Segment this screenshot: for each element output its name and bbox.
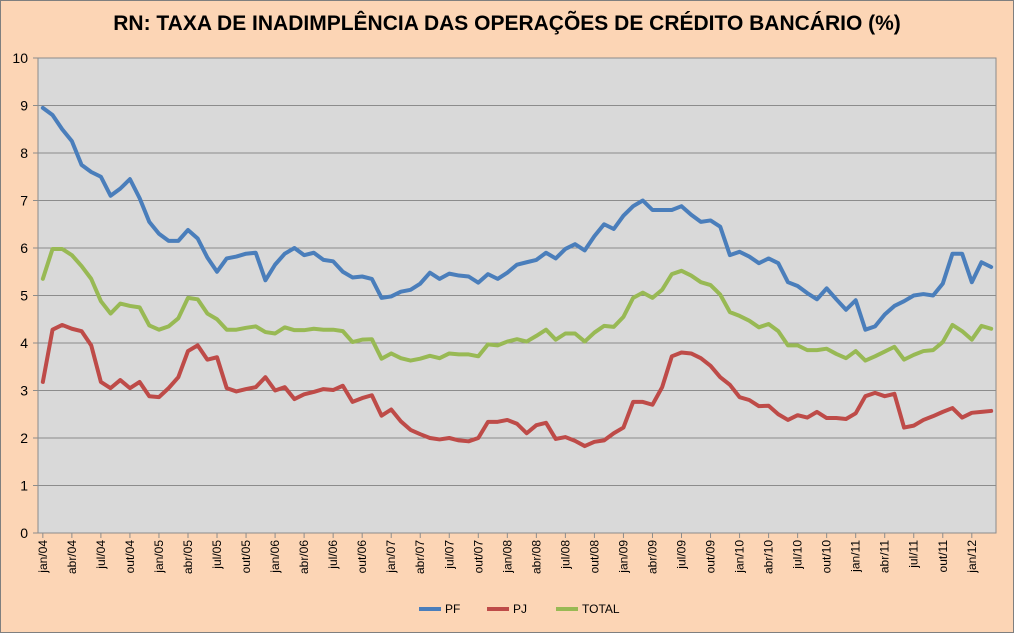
gridlines [33, 57, 996, 534]
legend: PF PJ TOTAL [419, 602, 620, 616]
y-tick-label: 8 [20, 145, 28, 161]
x-tick-label: abr/08 [529, 540, 543, 574]
x-tick-label: jan/06 [268, 540, 282, 574]
y-tick-label: 6 [20, 240, 28, 256]
x-tick-label: jul/06 [326, 540, 340, 570]
x-tick-label: jan/04 [36, 540, 50, 574]
series-line-pf [40, 105, 994, 332]
series-lines [40, 105, 994, 449]
y-tick-label: 1 [20, 478, 28, 494]
x-axis-ticks: jan/04 abr/04 jul/04 out/04 jan/05 abr/05 jul/… [36, 533, 979, 574]
x-tick-label: abr/11 [878, 540, 892, 573]
x-tick-label: out/09 [704, 540, 718, 574]
x-tick-label: jan/07 [384, 540, 398, 574]
x-tick-label: jul/10 [791, 540, 805, 570]
y-tick-label: 0 [20, 525, 28, 541]
x-tick-label: jul/08 [558, 540, 572, 570]
x-tick-label: jan/11 [849, 540, 863, 573]
chart-title: RN: TAXA DE INADIMPLÊNCIA DAS OPERAÇÕES … [113, 12, 901, 35]
x-tick-label: out/05 [239, 540, 253, 574]
x-tick-label: abr/10 [762, 540, 776, 574]
x-tick-label: jul/11 [907, 540, 921, 569]
y-tick-label: 4 [20, 335, 28, 351]
x-tick-label: jul/04 [94, 540, 108, 570]
y-axis-ticks: 0 1 2 3 4 5 6 7 8 9 10 [12, 50, 28, 541]
x-tick-label: abr/09 [645, 540, 659, 574]
legend-label-pf: PF [445, 602, 460, 616]
x-tick-label: out/11 [936, 540, 950, 573]
x-tick-label: jan/05 [152, 540, 166, 574]
x-tick-label: jul/07 [442, 540, 456, 570]
x-tick-label: out/04 [123, 540, 137, 574]
x-tick-label: out/08 [587, 540, 601, 574]
y-tick-label: 5 [20, 288, 28, 304]
y-tick-label: 9 [20, 98, 28, 114]
x-tick-label: jan/12 [965, 540, 979, 574]
x-tick-label: abr/07 [413, 540, 427, 574]
series-line-pj [40, 322, 994, 449]
y-tick-label: 10 [12, 50, 28, 66]
x-tick-label: out/10 [820, 540, 834, 574]
y-tick-label: 3 [20, 383, 28, 399]
y-tick-label: 7 [20, 193, 28, 209]
y-tick-label: 2 [20, 430, 28, 446]
legend-label-total: TOTAL [582, 602, 620, 616]
x-tick-label: abr/06 [297, 540, 311, 574]
x-tick-label: jul/05 [210, 540, 224, 570]
x-tick-label: jan/10 [733, 540, 747, 574]
legend-label-pj: PJ [513, 602, 527, 616]
x-tick-label: out/06 [355, 540, 369, 574]
series-line-total [40, 246, 994, 363]
x-tick-label: abr/05 [181, 540, 195, 574]
x-tick-label: out/07 [471, 540, 485, 574]
x-tick-label: jan/08 [500, 540, 514, 574]
x-tick-label: jan/09 [616, 540, 630, 574]
x-tick-label: jul/09 [675, 540, 689, 570]
x-tick-label: abr/04 [65, 540, 79, 574]
